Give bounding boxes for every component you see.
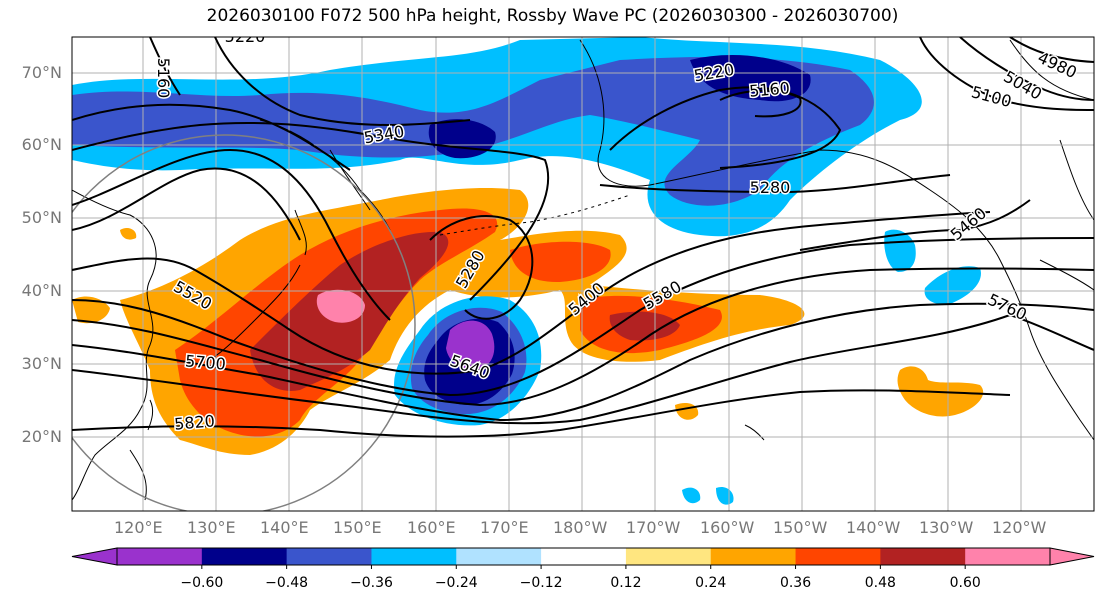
contour-5100-ne [919,37,1094,111]
contour-5280-west [72,103,351,171]
shade-north-navy-core [428,55,811,159]
graticule [72,37,1094,511]
contour-label-halo: 5280 [750,178,791,197]
lon-label: 140°W [846,518,901,537]
lat-label: 70°N [21,63,62,82]
contour-5460-ne [799,199,1031,251]
coast-alaska [579,39,1094,441]
contour-5760 [72,313,1094,425]
colorbar-swatch [710,548,797,565]
colorbar-swatch [117,548,203,565]
contour-label: 5160 [748,78,790,100]
contour-label-halo: 5700 [184,351,226,373]
contour-5280-alaska [599,174,951,194]
contour-5700 [72,302,1094,422]
contour-label: 5220 [225,27,266,46]
lon-label: 130°E [187,518,236,537]
coast-aleutians [439,194,631,236]
coast-japan [209,209,307,361]
contour-5820 [72,389,1011,438]
colorbar-swatch [286,548,372,565]
contour-label: 5280 [750,178,791,197]
lon-label: 180°W [553,518,608,537]
contour-label-halo: 5160 [154,58,173,99]
colorbar-swatch [965,548,1051,565]
lon-label: 140°E [260,518,309,537]
lon-label: 170°E [480,518,529,537]
lat-label: 60°N [21,135,62,154]
contour-4980-ne [1009,37,1094,63]
lat-label: 30°N [21,354,62,373]
height-contours [72,37,1094,438]
shade-midpacific-purple [446,320,495,371]
colorbar-tick-label: 0.24 [695,575,727,591]
colorbar-swatch [541,548,627,565]
colorbar-tick-label: 0.48 [864,575,896,591]
colorbar-tick-label: −0.48 [265,575,309,591]
colorbar-swatch [371,548,457,565]
contour-5040-ne [959,37,1094,101]
contour-label-halo: 5220 [225,27,266,46]
colorbar-tick-label: 0.36 [779,575,812,591]
contour-5400-west [72,148,391,321]
map-frame [71,36,1095,512]
contour-5160-alaska [719,89,802,118]
reference-circle [72,134,416,511]
coast-north-america-interior [1009,39,1094,291]
contour-5160-west [149,37,181,96]
colorbar-swatch [625,548,712,565]
contour-5580 [72,237,1094,397]
colorbar-tick-label: −0.12 [519,575,563,591]
coast-hawaii [744,424,765,441]
coast-asia-mainland [72,189,157,501]
colorbar-swatch [201,548,288,565]
colorbar-tick-label: −0.24 [434,575,478,591]
colorbar-extend-min [71,547,118,566]
contour-label: 5820 [173,411,215,433]
contour-5340 [72,121,550,301]
map-title: 2026030100 F072 500 hPa height, Rossby W… [206,6,899,26]
contour-5220-west [214,37,471,126]
lat-label: 20°N [21,427,62,446]
lon-label: 160°E [407,518,456,537]
colorbar-tick-label: 0.60 [949,575,981,591]
lon-label: 130°W [919,518,974,537]
lon-label: 120°E [114,518,163,537]
contour-5280-central [429,215,534,320]
lon-label: 120°W [992,518,1047,537]
colorbar-extend-max [1049,547,1095,566]
colorbar-tick-label: −0.36 [350,575,393,591]
lat-label: 50°N [21,208,62,227]
lat-label: 40°N [21,281,62,300]
colorbar-tick-label: 0.12 [610,575,642,591]
shade-central-darkred [250,231,680,391]
lon-label: 150°E [333,518,382,537]
colorbar-swatch [795,548,881,565]
contour-5460-west [72,167,301,241]
contour-5640 [72,267,1094,407]
lon-label: 160°W [700,518,755,537]
contour-label: 5160 [154,58,173,99]
contour-label: 5700 [184,351,226,373]
colorbar-swatch [880,548,966,565]
lon-label: 150°W [773,518,828,537]
lon-label: 170°W [626,518,681,537]
rossby-pc-shading [72,37,984,505]
shade-central-pink [316,289,365,323]
colorbar-swatch [456,548,542,565]
colorbar-tick-label: −0.60 [180,575,224,591]
colorbar [71,547,1095,569]
colorbar-outline [116,547,1051,566]
contour-5520 [72,211,991,375]
